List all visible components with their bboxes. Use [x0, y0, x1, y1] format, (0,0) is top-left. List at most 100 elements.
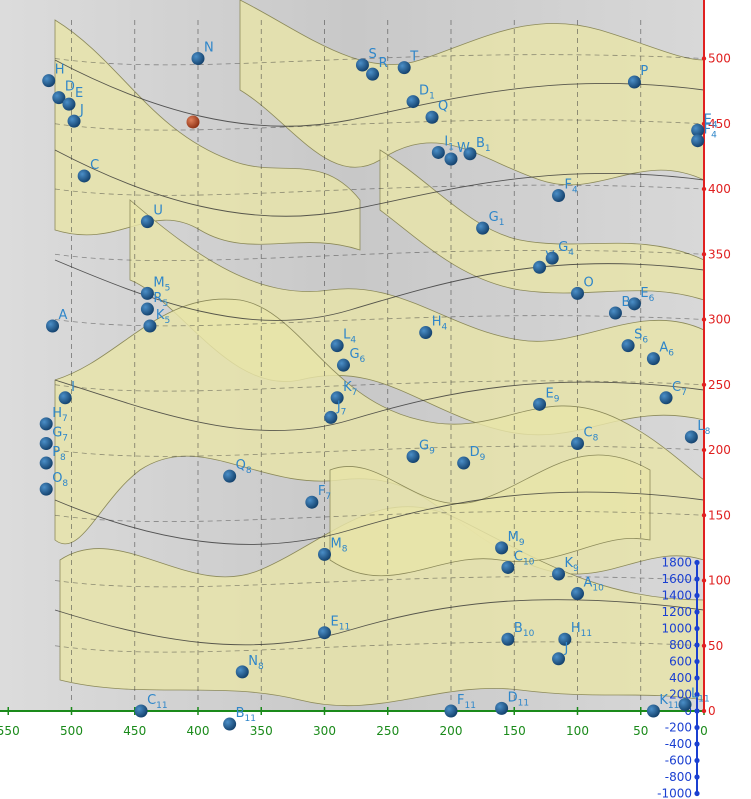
- highlight-point-marker: [186, 115, 200, 129]
- data-point-marker: [223, 469, 237, 483]
- data-point-marker: [533, 260, 547, 274]
- x-tick-label: 250: [376, 724, 399, 738]
- data-point: H: [42, 63, 65, 88]
- data-point: U: [140, 204, 163, 229]
- data-point: E: [62, 86, 83, 111]
- data-point-label: T: [409, 50, 418, 65]
- data-point-marker: [42, 74, 56, 88]
- data-point-marker: [140, 215, 154, 229]
- grid-line-y: [54, 119, 705, 131]
- x-tick-label: 50: [633, 724, 648, 738]
- data-point: H7: [39, 406, 68, 431]
- data-point: N: [191, 41, 214, 65]
- z-tick-label: -800: [665, 770, 692, 784]
- z-tick-label: 1000: [661, 622, 692, 636]
- data-point-marker: [318, 626, 331, 640]
- grid-line-y: [54, 576, 705, 588]
- x-tick-label: 200: [440, 724, 463, 738]
- data-point-marker: [318, 547, 331, 561]
- z-axis-tick: [694, 708, 700, 714]
- data-point-label: Q: [438, 99, 448, 114]
- z-axis-tick: [694, 658, 700, 665]
- data-point-marker: [140, 302, 154, 316]
- data-point-label: S: [368, 47, 376, 62]
- data-point-label: C: [90, 158, 99, 173]
- data-point-marker: [678, 697, 692, 711]
- data-point-label: J: [79, 103, 84, 118]
- grid-line-y: [54, 184, 705, 196]
- z-axis-tick: [694, 757, 700, 764]
- grid-line-y: [54, 315, 705, 327]
- data-point-label: E: [75, 86, 83, 101]
- x-tick-label: 400: [187, 724, 210, 738]
- y-tick-label: 200: [708, 443, 731, 457]
- z-tick-label: -600: [665, 754, 692, 768]
- z-tick-label: 1200: [661, 605, 692, 619]
- data-point-marker: [444, 152, 458, 166]
- grid-line-y: [54, 249, 705, 261]
- data-point-marker: [305, 495, 319, 509]
- data-point-marker: [684, 430, 698, 444]
- y-axis-tick: [701, 252, 707, 257]
- data-point-label: D: [65, 80, 75, 95]
- data-point: D: [52, 80, 75, 105]
- data-point-marker: [419, 326, 433, 340]
- data-point-marker: [463, 147, 477, 161]
- y-tick-label: 100: [708, 574, 731, 588]
- x-tick-label: 0: [700, 724, 708, 738]
- y-axis-tick: [701, 643, 707, 648]
- data-point-marker: [476, 221, 490, 235]
- data-point-marker: [330, 391, 344, 405]
- data-point-label: O: [584, 275, 594, 290]
- data-point: N8: [235, 654, 264, 679]
- data-point-label: J7: [336, 399, 347, 417]
- z-axis-tick: [694, 559, 700, 566]
- data-point-marker: [39, 417, 53, 431]
- data-point-label: U: [153, 204, 163, 219]
- surface-patch-7: [329, 454, 651, 577]
- y-axis-tick: [701, 317, 707, 322]
- data-point-marker: [46, 319, 60, 333]
- data-point-marker: [691, 134, 705, 148]
- data-point-marker: [406, 450, 420, 464]
- data-point-marker: [558, 632, 572, 646]
- y-axis-tick: [701, 56, 707, 61]
- z-axis-tick: [694, 642, 700, 648]
- data-point: T: [397, 50, 418, 75]
- data-point-marker: [397, 61, 411, 75]
- data-point-marker: [52, 91, 66, 105]
- z-tick-label: 1400: [661, 589, 692, 603]
- data-point: I1: [431, 134, 454, 159]
- data-point-marker: [330, 339, 344, 353]
- x-tick-label: 300: [313, 724, 336, 738]
- z-axis-tick: [694, 625, 700, 632]
- y-axis-tick: [701, 513, 707, 518]
- y-tick-label: 50: [708, 639, 723, 653]
- x-tick-label: 100: [566, 724, 589, 738]
- data-point: Q: [425, 99, 448, 124]
- data-point-marker: [571, 587, 584, 601]
- y-tick-label: 450: [708, 117, 731, 131]
- data-point-marker: [646, 352, 660, 366]
- z-axis-tick: [694, 691, 700, 698]
- data-point-marker: [545, 251, 559, 265]
- x-tick-label: 550: [0, 724, 20, 738]
- data-point-marker: [457, 456, 471, 470]
- x-tick-label: 350: [250, 724, 273, 738]
- data-point-marker: [552, 652, 566, 666]
- z-axis-tick: [694, 741, 700, 747]
- z-axis-tick: [694, 576, 700, 582]
- data-point-marker: [425, 110, 439, 124]
- data-point: J7: [324, 399, 346, 424]
- data-point-marker: [406, 95, 420, 109]
- z-tick-label: -1000: [657, 787, 692, 799]
- data-point-marker: [77, 169, 91, 183]
- data-point-marker: [67, 114, 81, 128]
- data-point-label: I1: [444, 134, 454, 152]
- data-point-marker: [552, 189, 566, 203]
- data-point-marker: [501, 560, 515, 574]
- data-point-label: A: [59, 308, 68, 323]
- y-tick-label: 300: [708, 313, 731, 327]
- data-point-marker: [366, 67, 380, 81]
